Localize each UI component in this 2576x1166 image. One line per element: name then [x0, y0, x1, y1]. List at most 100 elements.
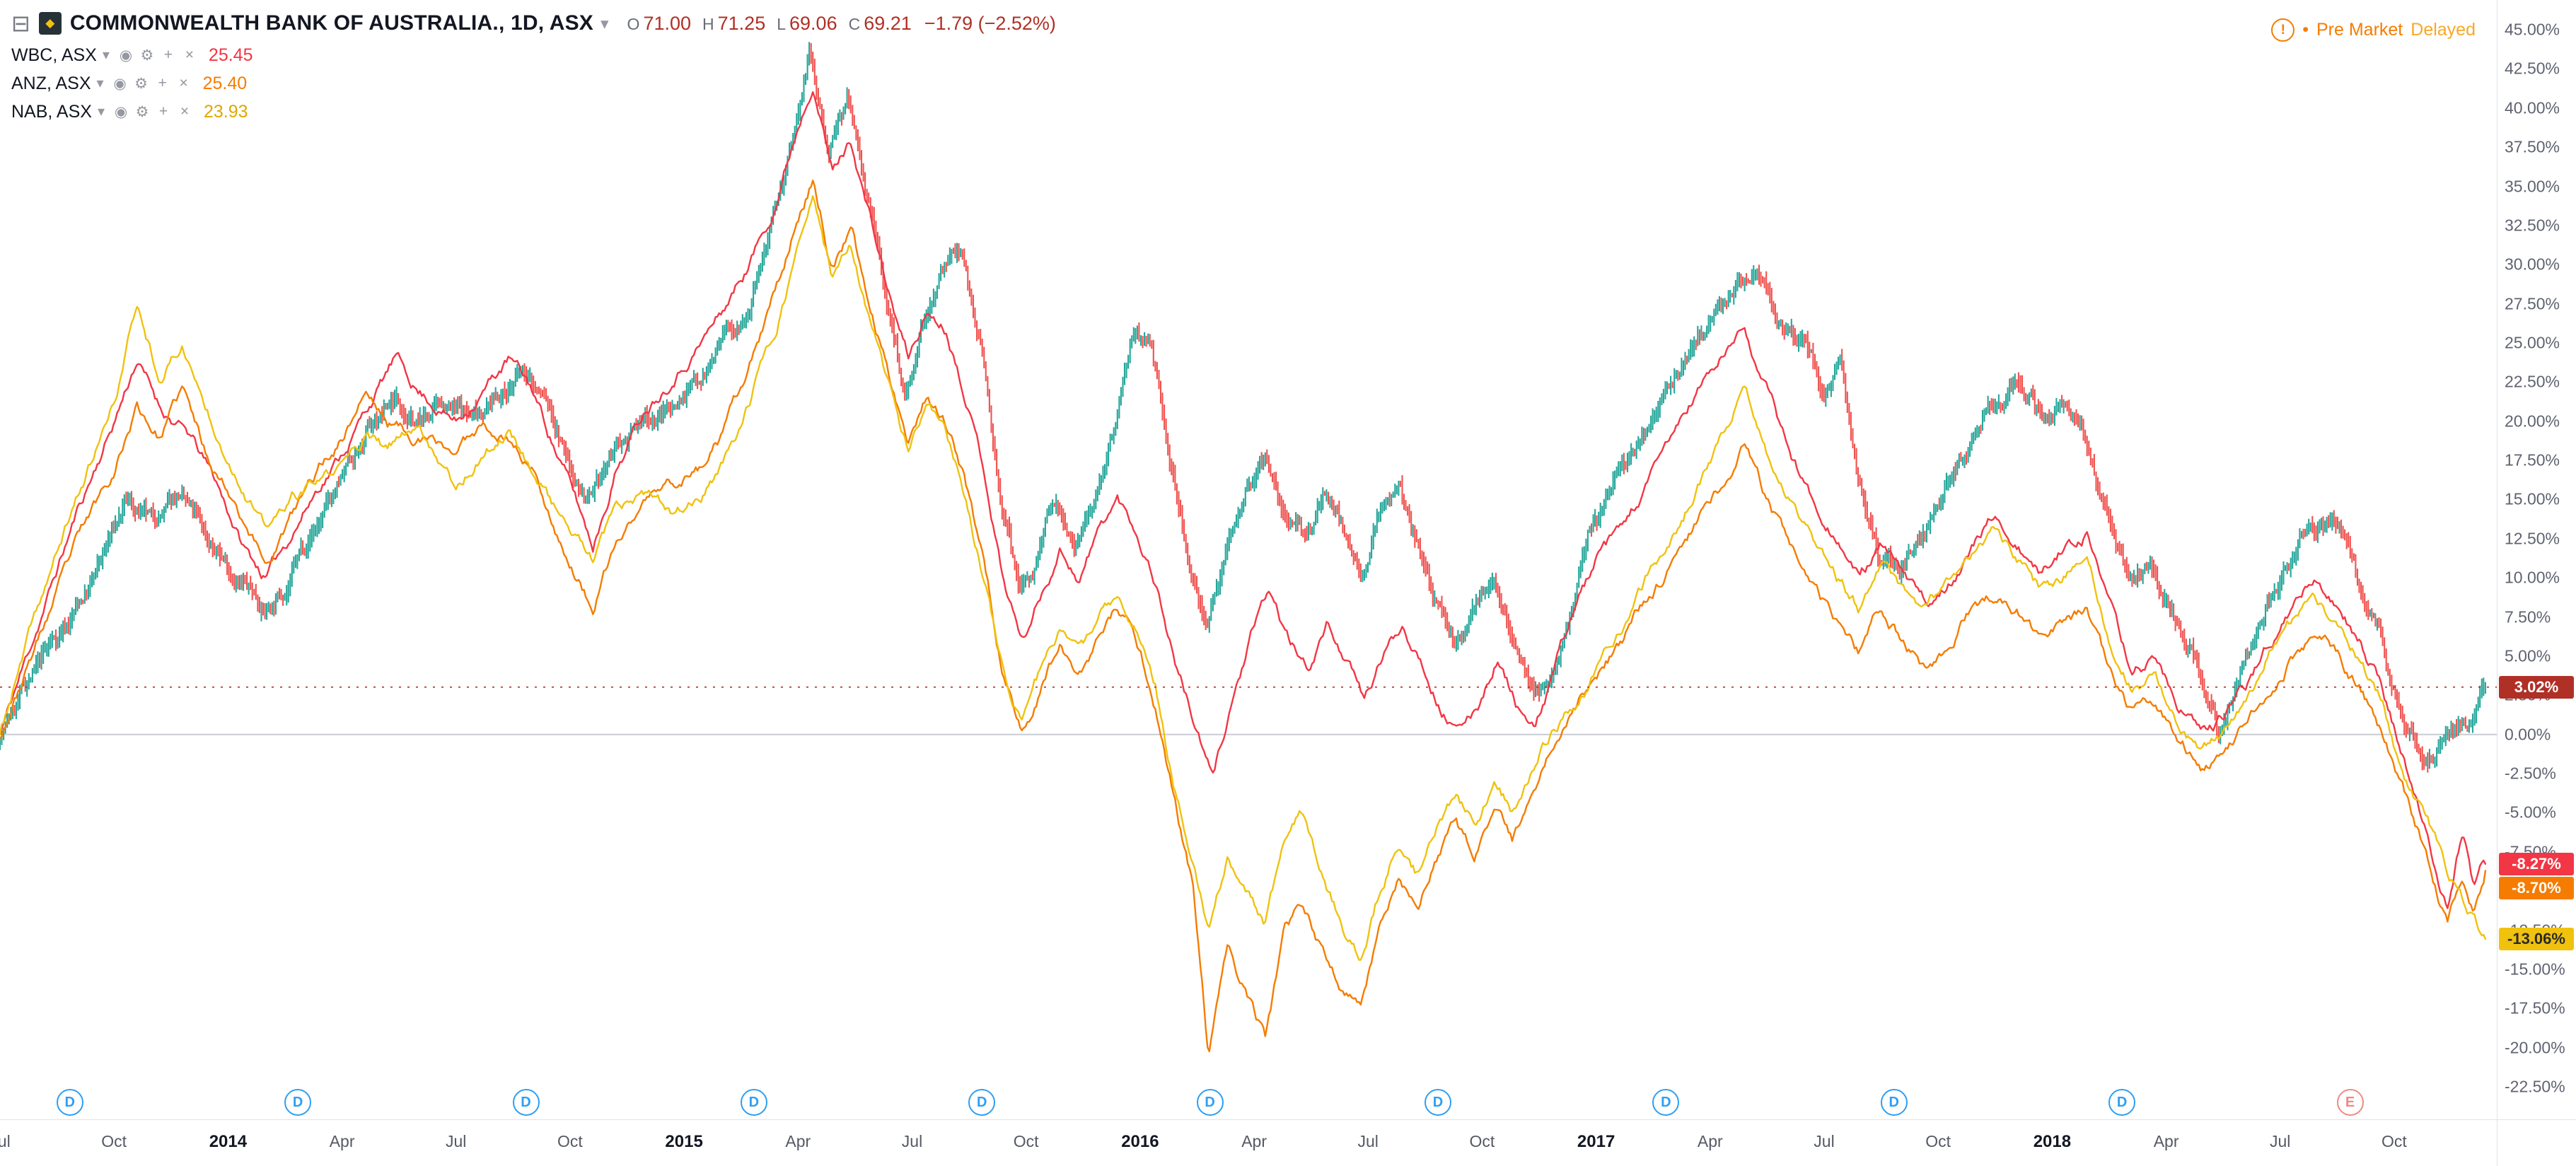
- price-tick-label: 17.50%: [2505, 450, 2560, 470]
- main-symbol-row: ⊟ ◆ COMMONWEALTH BANK OF AUSTRALIA., 1D,…: [11, 7, 1056, 40]
- dividend-marker[interactable]: D: [968, 1089, 996, 1116]
- time-label-month: Jul: [1814, 1132, 1835, 1150]
- compare-line-anz[interactable]: [0, 180, 2487, 1053]
- price-marker-cba: 3.02%: [2499, 675, 2574, 699]
- add-icon[interactable]: +: [158, 103, 168, 119]
- time-label-month: Oct: [557, 1132, 583, 1150]
- chevron-down-icon[interactable]: ▾: [96, 76, 104, 91]
- compare-symbol[interactable]: WBC, ASX: [11, 45, 97, 65]
- candlestick-series-cba[interactable]: [0, 42, 2486, 773]
- compare-line-wbc[interactable]: [0, 91, 2487, 909]
- time-label-month: Oct: [1013, 1132, 1039, 1150]
- price-tick-label: 27.50%: [2505, 294, 2560, 313]
- dividend-marker[interactable]: D: [1880, 1089, 1908, 1116]
- price-marker-wbc: -8.27%: [2499, 852, 2574, 875]
- dividend-marker[interactable]: D: [1652, 1089, 1680, 1116]
- time-label-year: 2015: [665, 1132, 703, 1151]
- remove-icon[interactable]: ×: [185, 47, 195, 63]
- dividend-marker[interactable]: D: [1196, 1089, 1224, 1116]
- ohlc-field: C 69.21: [849, 13, 912, 35]
- compare-line-nab[interactable]: [0, 194, 2487, 961]
- ohlc-field: O 71.00: [627, 13, 691, 35]
- time-label-month: Oct: [1925, 1132, 1951, 1150]
- axis-corner: [2497, 1119, 2576, 1166]
- chart-plot-area[interactable]: ⊟ ◆ COMMONWEALTH BANK OF AUSTRALIA., 1D,…: [0, 0, 2497, 1119]
- settings-icon[interactable]: ⚙: [134, 75, 148, 92]
- alert-icon[interactable]: !: [2271, 18, 2295, 42]
- visibility-icon[interactable]: ◉: [114, 103, 128, 120]
- ohlc-field-label: L: [777, 14, 787, 33]
- status-separator-dot: •: [2302, 20, 2309, 40]
- dividend-marker[interactable]: D: [740, 1089, 767, 1116]
- compare-symbol[interactable]: NAB, ASX: [11, 101, 92, 122]
- ohlc-field-label: H: [702, 14, 714, 33]
- pre-market-label: Pre Market: [2316, 20, 2403, 40]
- price-tick-label: 7.50%: [2505, 607, 2551, 626]
- symbol-logo-icon: ◆: [38, 12, 62, 35]
- price-tick-label: 45.00%: [2505, 20, 2560, 39]
- settings-icon[interactable]: ⚙: [135, 103, 149, 120]
- compare-symbol[interactable]: ANZ, ASX: [11, 73, 91, 93]
- time-label-month: Jul: [445, 1132, 467, 1150]
- settings-icon[interactable]: ⚙: [140, 47, 154, 64]
- price-tick-label: 12.50%: [2505, 529, 2560, 548]
- ohlc-field-value: 69.06: [789, 12, 837, 34]
- dividend-marker[interactable]: D: [56, 1089, 83, 1116]
- logo-diamond-icon: ◆: [45, 16, 55, 30]
- price-tick-label: -2.50%: [2505, 764, 2556, 783]
- time-label-month: Jul: [901, 1132, 923, 1150]
- compare-last-value: 25.45: [208, 45, 253, 65]
- ohlc-field-value: 71.00: [643, 12, 692, 34]
- chevron-down-icon[interactable]: ▾: [601, 13, 609, 33]
- dividend-marker[interactable]: D: [512, 1089, 540, 1116]
- time-label-month: Oct: [101, 1132, 127, 1150]
- price-axis[interactable]: 45.00% 42.50% 40.00% 37.50% 35.00% 32.50% 30.0…: [2497, 0, 2576, 1119]
- ohlc-values: O 71.00 H 71.25 L 69.06 C 69.21 −1.79 (−2.52%): [616, 13, 1056, 35]
- chevron-down-icon[interactable]: ▾: [102, 47, 110, 63]
- time-label-month: Jul: [0, 1132, 11, 1150]
- visibility-icon[interactable]: ◉: [119, 47, 133, 64]
- price-tick-label: 37.50%: [2505, 137, 2560, 156]
- add-icon[interactable]: +: [158, 75, 167, 91]
- time-label-month: Apr: [1241, 1132, 1267, 1150]
- ohlc-field-value: 69.21: [864, 12, 912, 34]
- price-marker-nab: -13.06%: [2499, 927, 2574, 950]
- price-tick-label: -15.00%: [2505, 960, 2565, 979]
- price-tick-label: 0.00%: [2505, 725, 2551, 744]
- price-tick-label: 15.00%: [2505, 489, 2560, 508]
- time-label-month: Oct: [2381, 1132, 2407, 1150]
- price-tick-label: -20.00%: [2505, 1038, 2565, 1057]
- remove-icon[interactable]: ×: [180, 103, 190, 119]
- price-chart[interactable]: [0, 0, 2497, 1119]
- price-marker-anz: -8.70%: [2499, 876, 2574, 899]
- legend-compare-row: ANZ, ASX ▾ ◉ ⚙ + × 25.40: [11, 69, 1056, 98]
- time-axis[interactable]: Jul Oct 2014 Apr Jul Oct 2015 Apr Jul Oct 2016 Apr J…: [0, 1119, 2497, 1166]
- price-tick-label: -22.50%: [2505, 1077, 2565, 1096]
- remove-icon[interactable]: ×: [179, 75, 188, 91]
- time-label-month: Apr: [329, 1132, 355, 1150]
- add-icon[interactable]: +: [163, 47, 173, 63]
- price-tick-label: 25.00%: [2505, 333, 2560, 352]
- compare-symbols-list: WBC, ASX ▾ ◉ ⚙ + × 25.45 ANZ, ASX ▾ ◉ ⚙ + × 25.40 NAB,…: [11, 41, 1056, 126]
- price-tick-label: -17.50%: [2505, 998, 2565, 1018]
- compare-last-value: 23.93: [204, 101, 248, 122]
- dividend-marker[interactable]: D: [284, 1089, 312, 1116]
- symbol-title[interactable]: COMMONWEALTH BANK OF AUSTRALIA., 1D, ASX: [69, 11, 593, 35]
- price-tick-label: 22.50%: [2505, 372, 2560, 391]
- time-label-year: 2014: [209, 1132, 248, 1151]
- time-label-month: Apr: [2153, 1132, 2179, 1150]
- price-tick-label: 10.00%: [2505, 568, 2560, 587]
- legend-compare-row: NAB, ASX ▾ ◉ ⚙ + × 23.93: [11, 98, 1056, 126]
- chevron-down-icon[interactable]: ▾: [97, 104, 105, 119]
- dividend-marker[interactable]: D: [1425, 1089, 1451, 1116]
- price-tick-label: 30.00%: [2505, 255, 2560, 274]
- earnings-marker[interactable]: E: [2336, 1089, 2364, 1116]
- legend-collapse-icon[interactable]: ⊟: [11, 11, 30, 36]
- visibility-icon[interactable]: ◉: [113, 75, 127, 92]
- price-tick-label: 5.00%: [2505, 646, 2551, 665]
- ohlc-field-value: 71.25: [717, 12, 766, 34]
- dividend-marker[interactable]: D: [2108, 1089, 2136, 1116]
- price-tick-label: 35.00%: [2505, 177, 2560, 195]
- time-label-year: 2016: [1121, 1132, 1159, 1151]
